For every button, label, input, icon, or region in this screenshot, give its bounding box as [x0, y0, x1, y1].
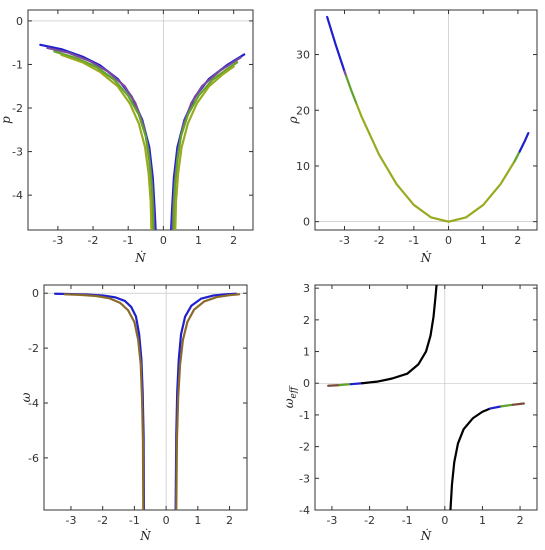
series-line-8 [511, 402, 525, 406]
x-tick-label: 2 [226, 514, 233, 527]
y-tick-label: -3 [299, 472, 310, 485]
series-line-6 [518, 131, 530, 153]
series-group [327, 285, 525, 510]
x-tick-label: -1 [129, 514, 140, 527]
y-tick-label: 1 [303, 346, 310, 359]
series-line-4 [175, 293, 241, 510]
series-group [54, 292, 241, 510]
series-line-7 [500, 403, 514, 408]
series-line-6 [172, 61, 239, 230]
x-tick-label: 1 [480, 234, 487, 247]
series-line-3 [46, 46, 156, 230]
x-tick-label: -2 [97, 514, 108, 527]
series-line-8 [174, 65, 235, 230]
series-line-5 [513, 150, 521, 163]
series-line-7 [60, 53, 153, 230]
x-tick-label: -2 [374, 234, 385, 247]
series-line-5 [449, 407, 492, 510]
y-axis-label: p [0, 116, 13, 124]
series-line-6 [488, 405, 503, 410]
y-axis-label: ω [19, 392, 33, 402]
series-line-2 [338, 383, 352, 387]
y-tick-label: 30 [296, 49, 310, 62]
y-tick-label: -1 [12, 58, 23, 71]
series-line-4 [360, 285, 438, 385]
chart-panel-3: -3 -2 -1 0 1 2 0 -2 -4 -6 Ṅω [19, 284, 248, 543]
series-line-1 [327, 384, 341, 387]
x-tick-label: 1 [479, 514, 486, 527]
x-tick-label: 2 [517, 514, 524, 527]
x-axis-label: Ṅ [139, 527, 151, 543]
series-line-5 [53, 50, 155, 230]
series-group [326, 15, 530, 223]
plot-frame [43, 284, 248, 511]
x-tick-label: -3 [65, 514, 76, 527]
y-tick-label: -4 [12, 189, 23, 202]
y-tick-label: 20 [296, 104, 310, 117]
x-tick-label: -2 [364, 514, 375, 527]
y-axis-label: ωeff [282, 385, 299, 408]
plot-frame [314, 284, 538, 511]
series-line-3 [63, 293, 145, 510]
y-tick-label: 0 [32, 287, 39, 300]
plot-frame [314, 9, 538, 231]
y-tick-label: 0 [303, 216, 310, 229]
y-tick-label: -3 [12, 146, 23, 159]
y-tick-label: -4 [299, 504, 310, 517]
y-tick-label: 0 [16, 15, 23, 28]
series-line-3 [345, 75, 358, 106]
x-tick-label: -1 [402, 514, 413, 527]
x-tick-label: 0 [445, 234, 452, 247]
x-tick-label: 2 [230, 234, 237, 247]
x-tick-label: 2 [514, 234, 521, 247]
y-tick-label: 0 [303, 377, 310, 390]
y-tick-label: -6 [28, 452, 39, 465]
y-tick-label: -2 [12, 102, 23, 115]
x-axis-label: Ṅ [420, 249, 432, 265]
series-line-1 [39, 43, 157, 230]
y-tick-label: 3 [303, 282, 310, 295]
y-axis-label-subscript: eff [289, 385, 299, 398]
chart-panel-1: -3 -2 -1 0 1 2 0 -1 -2 -3 -4 Ṅp [0, 9, 254, 265]
y-tick-label: 2 [303, 314, 310, 327]
y-tick-label: -2 [28, 342, 39, 355]
x-axis-label: Ṅ [420, 527, 432, 543]
x-tick-label: -2 [88, 234, 99, 247]
series-group [39, 43, 246, 230]
y-tick-label: -2 [299, 441, 310, 454]
x-tick-label: 1 [195, 234, 202, 247]
x-tick-label: -3 [339, 234, 350, 247]
series-line-2 [174, 292, 237, 510]
x-tick-label: 1 [194, 514, 201, 527]
y-tick-label: 10 [296, 160, 310, 173]
x-tick-label: -1 [123, 234, 134, 247]
x-tick-label: 0 [160, 234, 167, 247]
x-tick-label: 0 [441, 514, 448, 527]
series-line-3 [349, 382, 364, 386]
y-tick-label: -4 [28, 397, 39, 410]
plot-frame [27, 9, 254, 231]
x-axis-label: Ṅ [134, 249, 146, 265]
x-tick-label: -3 [326, 514, 337, 527]
y-axis-label: ρ [286, 116, 300, 124]
x-tick-label: -3 [52, 234, 63, 247]
x-tick-label: 0 [163, 514, 170, 527]
x-tick-label: -1 [408, 234, 419, 247]
series-line-1 [54, 292, 146, 510]
y-tick-label: -1 [299, 409, 310, 422]
series-line-1 [326, 15, 346, 73]
series-line-4 [355, 103, 516, 223]
